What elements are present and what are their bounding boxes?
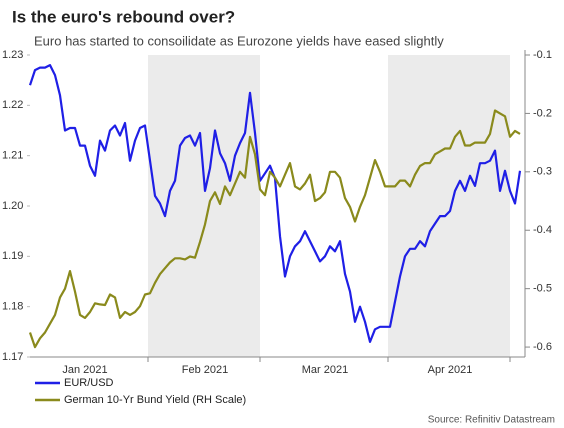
y2-tick-label: -0.6: [533, 341, 552, 353]
x-tick-label: Jan 2021: [62, 364, 107, 376]
legend-label: EUR/USD: [64, 377, 114, 389]
y-tick-label: 1.19: [2, 250, 23, 262]
shaded-month: [148, 55, 260, 357]
y2-tick-label: -0.1: [533, 49, 552, 61]
y-tick-label: 1.22: [2, 99, 23, 111]
chart-subtitle: Euro has started to consoilidate as Euro…: [34, 33, 444, 48]
y-tick-label: 1.18: [2, 301, 23, 313]
y-tick-label: 1.21: [2, 150, 23, 162]
legend-label: German 10-Yr Bund Yield (RH Scale): [64, 394, 246, 406]
source-note: Source: Refinitiv Datastream: [428, 415, 555, 426]
x-ticks: [147, 357, 511, 362]
y2-tick-label: -0.3: [533, 166, 552, 178]
y2-tick-label: -0.4: [533, 224, 552, 236]
x-tick-label: Apr 2021: [428, 364, 473, 376]
shaded-month: [388, 55, 510, 357]
series-line: [28, 109, 521, 349]
y-tick-label: 1.17: [2, 351, 23, 363]
x-tick-label: Feb 2021: [182, 364, 228, 376]
y2-tick-label: -0.5: [533, 283, 552, 295]
y2-tick-label: -0.2: [533, 107, 552, 119]
y-tick-label: 1.20: [2, 200, 23, 212]
x-tick-label: Mar 2021: [302, 364, 348, 376]
chart-title: Is the euro's rebound over?: [12, 7, 235, 26]
y-tick-label: 1.23: [2, 49, 23, 61]
